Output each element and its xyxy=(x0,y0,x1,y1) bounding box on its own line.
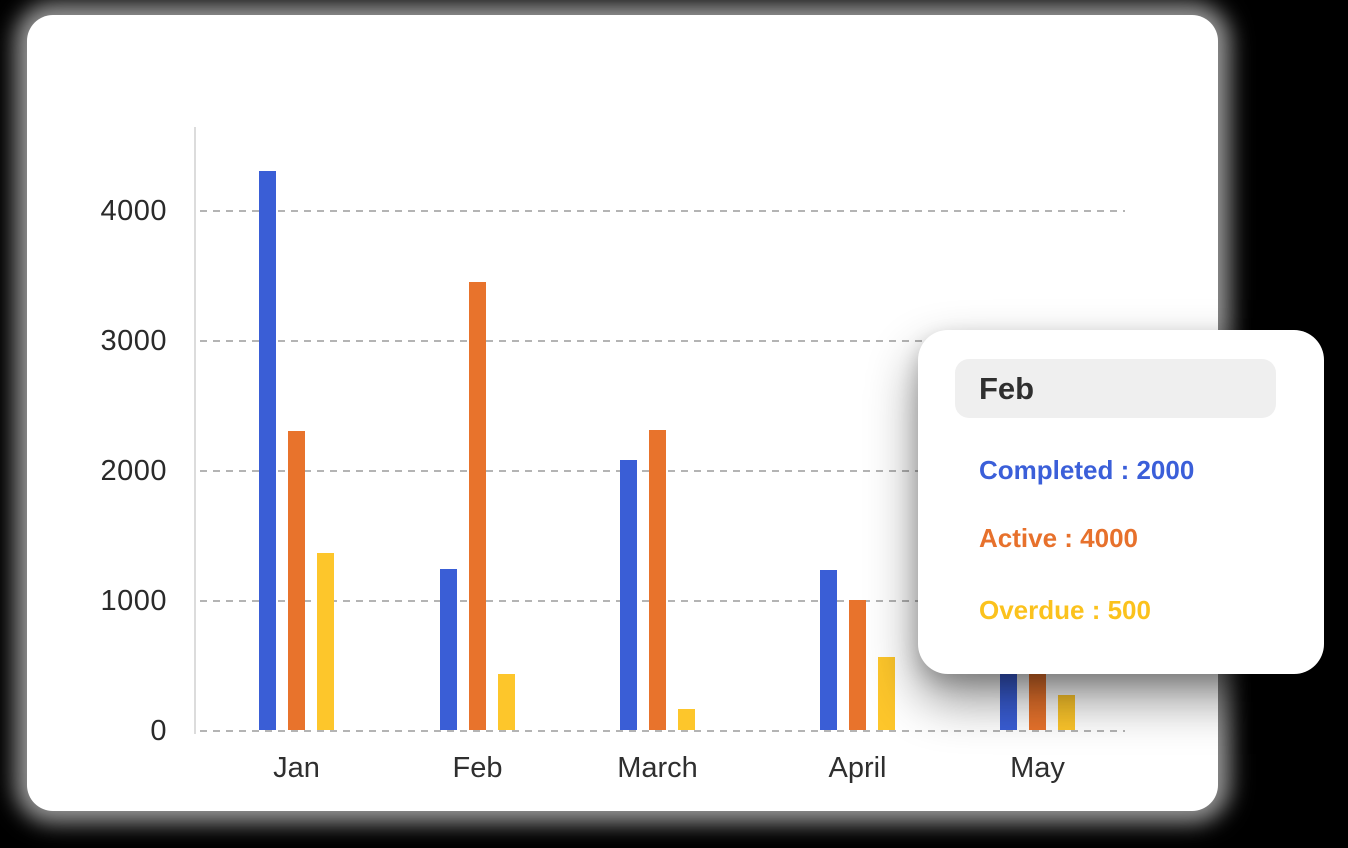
bar-overdue-april[interactable] xyxy=(878,657,895,730)
bar-active-jan[interactable] xyxy=(288,431,305,730)
bar-completed-march[interactable] xyxy=(620,459,637,730)
tooltip: Feb Completed : 2000 Active : 4000 Overdue… xyxy=(918,330,1324,674)
bar-active-may[interactable] xyxy=(1029,672,1046,730)
x-axis-label-march: March xyxy=(617,752,698,784)
y-axis-tick-label-0: 0 xyxy=(150,715,167,747)
bar-overdue-march[interactable] xyxy=(678,709,695,730)
x-axis-label-april: April xyxy=(828,752,887,784)
bar-active-feb[interactable] xyxy=(469,281,486,730)
gridline-3000 xyxy=(200,340,1125,342)
bar-completed-april[interactable] xyxy=(820,570,837,730)
bar-overdue-jan[interactable] xyxy=(317,553,334,730)
y-axis-tick-label-3000: 3000 xyxy=(100,325,167,357)
bar-overdue-may[interactable] xyxy=(1058,694,1075,730)
gridline-0 xyxy=(200,730,1125,732)
x-axis-label-may: May xyxy=(1010,752,1065,784)
bar-overdue-feb[interactable] xyxy=(498,674,515,730)
bar-completed-feb[interactable] xyxy=(440,568,457,730)
tooltip-header: Feb xyxy=(955,359,1276,418)
tooltip-row-overdue: Overdue : 500 xyxy=(979,595,1151,625)
tooltip-row-active: Active : 4000 xyxy=(979,523,1138,553)
chart-canvas: 0 1000 2000 3000 4000 Jan Feb March April May Fe… xyxy=(27,15,1324,811)
bar-active-march[interactable] xyxy=(649,429,666,730)
x-axis-label-jan: Jan xyxy=(273,752,320,784)
y-axis-tick-label-2000: 2000 xyxy=(100,455,167,487)
tooltip-row-completed: Completed : 2000 xyxy=(979,455,1195,485)
gridline-4000 xyxy=(200,210,1125,212)
y-axis-tick-label-1000: 1000 xyxy=(100,585,167,617)
bar-active-april[interactable] xyxy=(849,600,866,730)
bar-completed-jan[interactable] xyxy=(259,171,276,730)
x-axis-label-feb: Feb xyxy=(452,752,503,784)
y-axis-tick-label-4000: 4000 xyxy=(100,195,167,227)
bar-completed-may[interactable] xyxy=(1000,672,1017,730)
y-axis-line xyxy=(194,127,196,734)
